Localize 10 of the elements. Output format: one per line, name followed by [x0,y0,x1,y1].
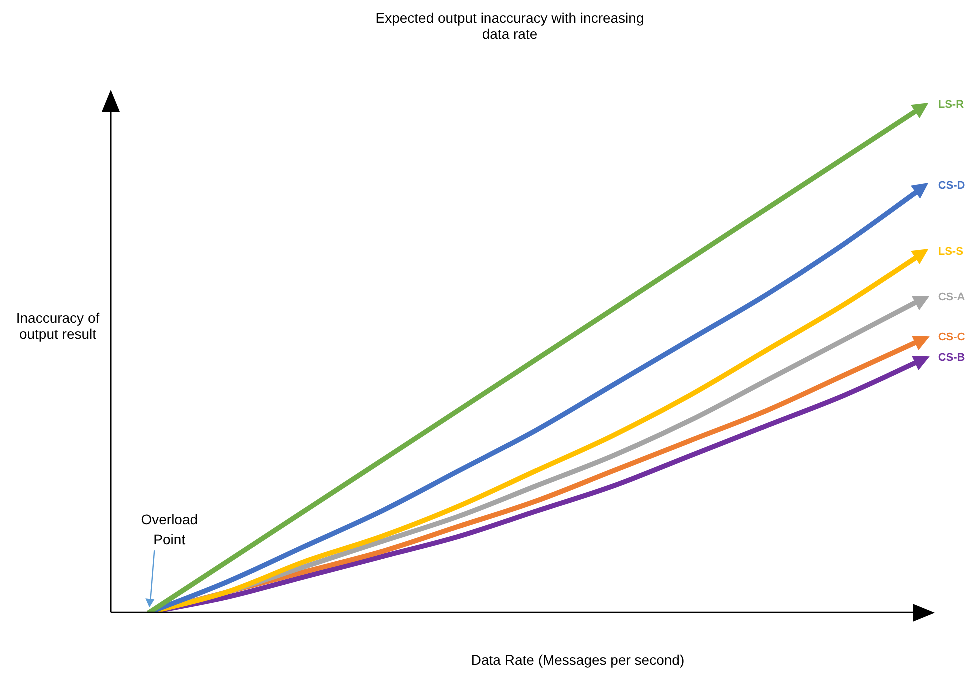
series-label: CS-A [938,291,966,304]
series-label: LS-S [938,246,964,258]
series-label: CS-C [938,332,966,344]
x-axis-title: Data Rate (Messages per second) [470,652,686,668]
chart-title: Expected output inaccuracy with increasing data rate [374,10,646,42]
series-label: CS-D [938,180,966,192]
series-label: CS-B [938,352,966,364]
series-label: LS-R [938,99,964,112]
y-axis-title: Inaccuracy of output result [15,310,101,342]
annotation: Overload Point [141,511,198,548]
